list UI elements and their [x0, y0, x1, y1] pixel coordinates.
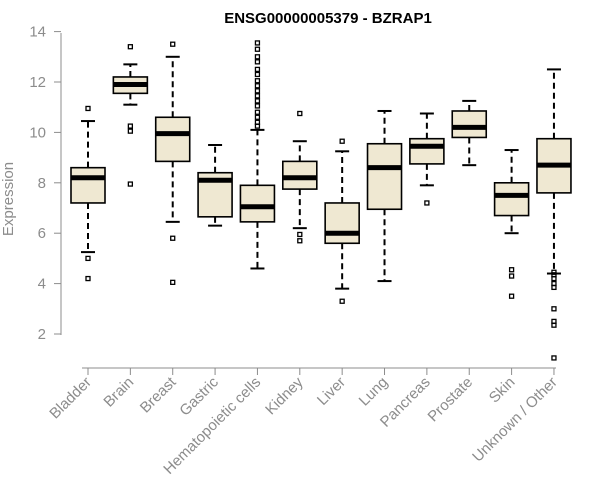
- outlier-point: [551, 275, 557, 282]
- iqr-box: [409, 137, 445, 165]
- outlier-point: [254, 59, 261, 65]
- outlier-point: [254, 109, 261, 115]
- iqr-box: [281, 160, 318, 190]
- outlier-point: [170, 235, 176, 241]
- box-prostate: [451, 99, 488, 167]
- outlier-point: [508, 293, 515, 299]
- outlier-point: [254, 114, 261, 120]
- outlier-point: [254, 83, 261, 89]
- outlier-point: [254, 93, 261, 99]
- y-tick-label: 10: [29, 124, 46, 141]
- outlier-point: [170, 279, 176, 285]
- outlier-point: [551, 306, 557, 312]
- outlier-point: [127, 123, 134, 129]
- box-gastric: [197, 144, 233, 227]
- outlier-point: [254, 123, 261, 129]
- iqr-box: [324, 202, 360, 245]
- outlier-point: [424, 200, 430, 206]
- box-liver: [324, 138, 360, 304]
- iqr-box: [366, 142, 403, 211]
- box-series: [70, 40, 572, 361]
- outlier-point: [254, 78, 261, 84]
- y-tick-label: 12: [29, 74, 46, 91]
- outlier-point: [254, 66, 261, 73]
- x-tick-label: Breast: [137, 373, 180, 416]
- outlier-point: [127, 181, 134, 187]
- outlier-point: [85, 255, 91, 262]
- outlier-point: [551, 355, 557, 361]
- x-tick-label: Bladder: [46, 374, 95, 423]
- outlier-point: [127, 44, 134, 50]
- box-bladder: [70, 105, 106, 282]
- outlier-point: [339, 298, 345, 304]
- outlier-point: [254, 71, 261, 78]
- y-tick-label: 6: [38, 225, 46, 242]
- outlier-point: [254, 46, 261, 52]
- box-breast: [154, 41, 191, 285]
- x-tick-label: Prostate: [425, 374, 477, 426]
- box-skin: [493, 149, 530, 299]
- outlier-point: [551, 322, 557, 328]
- iqr-box: [493, 182, 530, 217]
- box-kidney: [281, 110, 318, 244]
- box-pancreas: [409, 112, 445, 206]
- outlier-point: [508, 267, 515, 273]
- chart-title: ENSG00000005379 - BZRAP1: [224, 10, 432, 27]
- y-tick-label: 4: [38, 276, 46, 293]
- iqr-box: [451, 110, 488, 139]
- outlier-point: [254, 40, 261, 46]
- outlier-point: [254, 98, 261, 104]
- y-tick-label: 14: [29, 24, 46, 41]
- x-tick-label: Lung: [356, 374, 392, 410]
- outlier-point: [170, 41, 176, 47]
- box-lung: [366, 109, 403, 283]
- outlier-point: [254, 54, 261, 60]
- y-tick-label: 8: [38, 175, 46, 192]
- outlier-point: [551, 284, 557, 291]
- box-brain: [112, 44, 149, 187]
- iqr-box: [239, 184, 276, 223]
- x-tick-label: Liver: [314, 374, 349, 409]
- outlier-point: [85, 275, 91, 282]
- box-unknown-other: [536, 68, 572, 361]
- outlier-point: [254, 103, 261, 109]
- y-axis-ticks: 2 4 6 8 10 12 14: [29, 24, 61, 343]
- outlier-point: [85, 105, 91, 112]
- x-tick-label: Brain: [100, 374, 137, 411]
- x-tick-label: Skin: [486, 374, 519, 407]
- outlier-point: [508, 273, 515, 279]
- outlier-point: [339, 138, 345, 144]
- outlier-point: [297, 231, 303, 238]
- outlier-point: [297, 238, 303, 244]
- outlier-point: [297, 110, 303, 117]
- outlier-point: [254, 88, 261, 94]
- iqr-box: [70, 166, 106, 204]
- outlier-point: [127, 128, 134, 134]
- box-hematopoietic-cells: [239, 40, 276, 270]
- y-tick-label: 2: [38, 326, 46, 343]
- iqr-box: [154, 116, 191, 163]
- y-axis-label: Expression: [0, 162, 17, 236]
- x-tick-label: Kidney: [262, 373, 307, 418]
